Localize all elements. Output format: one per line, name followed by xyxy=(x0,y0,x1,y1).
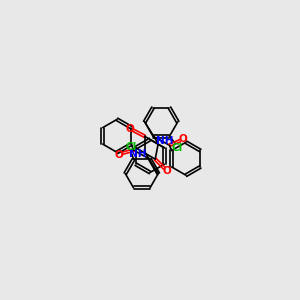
Text: Cl: Cl xyxy=(125,142,137,152)
Text: Cl: Cl xyxy=(172,143,183,153)
Text: O: O xyxy=(178,134,187,144)
Text: O: O xyxy=(162,166,171,176)
Text: NH: NH xyxy=(129,149,147,159)
Text: NH: NH xyxy=(156,136,174,146)
Text: O: O xyxy=(126,124,134,134)
Text: O: O xyxy=(114,150,123,160)
